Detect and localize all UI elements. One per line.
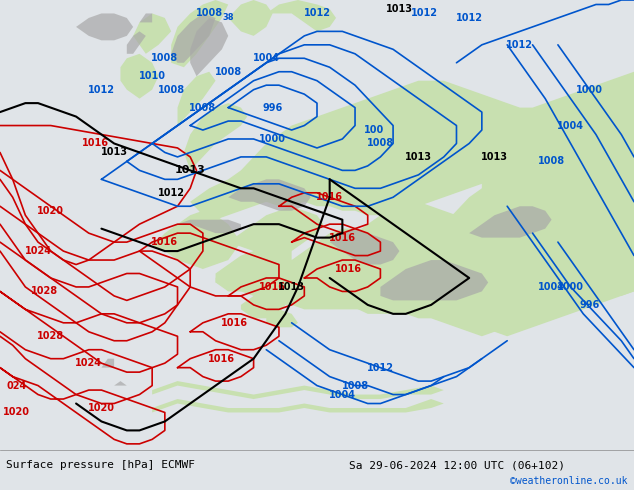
- Text: 996: 996: [579, 300, 600, 310]
- Text: 1013: 1013: [405, 152, 432, 162]
- Text: 1012: 1012: [456, 13, 482, 23]
- Polygon shape: [178, 220, 241, 233]
- Text: 1016: 1016: [82, 139, 108, 148]
- Polygon shape: [171, 13, 216, 63]
- Text: 1000: 1000: [576, 85, 603, 95]
- Text: 1013: 1013: [175, 165, 205, 175]
- Polygon shape: [469, 206, 552, 238]
- Polygon shape: [228, 206, 323, 256]
- Text: 1028: 1028: [37, 331, 64, 341]
- Text: 1008: 1008: [152, 53, 178, 63]
- Text: 1013: 1013: [481, 152, 508, 162]
- Text: 1020: 1020: [88, 403, 115, 413]
- Polygon shape: [190, 148, 349, 220]
- Polygon shape: [241, 72, 634, 215]
- Polygon shape: [171, 0, 228, 67]
- Text: 1016: 1016: [316, 192, 343, 202]
- Polygon shape: [330, 229, 399, 265]
- Polygon shape: [228, 0, 273, 36]
- Text: 1016: 1016: [259, 282, 286, 292]
- Text: 1010: 1010: [139, 71, 165, 81]
- Polygon shape: [216, 229, 571, 336]
- Text: 996: 996: [262, 102, 283, 113]
- Text: 1008: 1008: [367, 139, 394, 148]
- Polygon shape: [133, 13, 171, 54]
- Text: 1012: 1012: [304, 8, 330, 19]
- Polygon shape: [349, 215, 634, 336]
- Polygon shape: [127, 31, 146, 54]
- Text: 1024: 1024: [75, 358, 102, 368]
- Polygon shape: [152, 399, 444, 413]
- Text: ©weatheronline.co.uk: ©weatheronline.co.uk: [510, 476, 628, 486]
- Text: 100: 100: [364, 125, 384, 135]
- Polygon shape: [520, 171, 634, 242]
- Text: 1016: 1016: [152, 237, 178, 247]
- Text: 1012: 1012: [88, 85, 115, 95]
- Polygon shape: [184, 103, 247, 171]
- Polygon shape: [228, 179, 311, 211]
- Text: Surface pressure [hPa] ECMWF: Surface pressure [hPa] ECMWF: [6, 460, 195, 470]
- Text: 1028: 1028: [31, 287, 58, 296]
- Polygon shape: [241, 292, 285, 319]
- Polygon shape: [241, 256, 298, 282]
- Text: 1008: 1008: [215, 67, 242, 77]
- Polygon shape: [178, 72, 216, 125]
- Polygon shape: [152, 381, 444, 399]
- Text: 1012: 1012: [507, 40, 533, 50]
- Polygon shape: [190, 18, 228, 76]
- Polygon shape: [216, 260, 273, 292]
- Text: 1024: 1024: [25, 246, 51, 256]
- Polygon shape: [380, 260, 488, 300]
- Text: 1013: 1013: [278, 282, 305, 292]
- Polygon shape: [412, 161, 634, 314]
- Text: 1004: 1004: [253, 53, 280, 63]
- Polygon shape: [76, 13, 133, 40]
- Polygon shape: [266, 0, 336, 31]
- Polygon shape: [266, 309, 298, 327]
- Text: 1008: 1008: [158, 85, 184, 95]
- Text: 1008: 1008: [196, 8, 223, 19]
- Text: 1012: 1012: [158, 188, 184, 198]
- Polygon shape: [101, 359, 114, 368]
- Text: 1004: 1004: [557, 121, 584, 130]
- Text: 1000: 1000: [259, 134, 286, 144]
- Text: 1008: 1008: [538, 156, 565, 167]
- Text: 1008: 1008: [190, 102, 216, 113]
- Text: 1016: 1016: [209, 354, 235, 364]
- Text: 1016: 1016: [329, 233, 356, 243]
- Text: 1016: 1016: [335, 264, 362, 274]
- Polygon shape: [482, 81, 634, 224]
- Text: 1013: 1013: [101, 147, 127, 157]
- Polygon shape: [120, 54, 158, 98]
- Text: 1000: 1000: [557, 282, 584, 292]
- Polygon shape: [152, 211, 241, 269]
- Polygon shape: [139, 13, 152, 23]
- Text: 1008: 1008: [342, 381, 368, 391]
- Polygon shape: [114, 381, 127, 386]
- Text: 1012: 1012: [367, 363, 394, 373]
- Text: 1004: 1004: [538, 282, 565, 292]
- Text: 1012: 1012: [411, 8, 438, 19]
- Text: 1020: 1020: [3, 408, 30, 417]
- Polygon shape: [349, 202, 634, 300]
- Text: 1013: 1013: [386, 4, 413, 14]
- Polygon shape: [444, 103, 634, 242]
- Text: 38: 38: [223, 13, 234, 23]
- Text: Sa 29-06-2024 12:00 UTC (06+102): Sa 29-06-2024 12:00 UTC (06+102): [349, 460, 565, 470]
- Text: 1020: 1020: [37, 206, 64, 216]
- Text: 1016: 1016: [221, 318, 248, 328]
- Text: 1004: 1004: [329, 390, 356, 399]
- Text: 024: 024: [6, 381, 27, 391]
